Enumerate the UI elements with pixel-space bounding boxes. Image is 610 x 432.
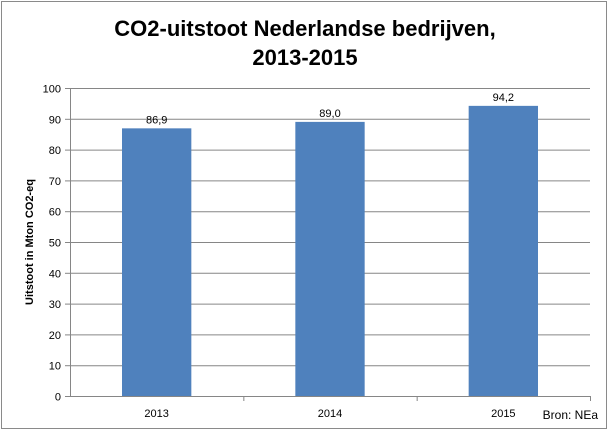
bar (122, 128, 192, 396)
bar (468, 105, 538, 396)
y-tick-label: 20 (49, 330, 61, 342)
y-tick-label: 70 (49, 176, 61, 188)
x-tick-label: 2015 (491, 408, 515, 420)
y-axis-label: Uitstoot in Mton CO2-eq (24, 179, 36, 305)
y-tick-label: 40 (49, 268, 61, 280)
y-tick-label: 60 (49, 207, 61, 219)
y-tick-label: 50 (49, 238, 61, 250)
x-tick-label: 2014 (318, 408, 342, 420)
source-note: Bron: NEa (543, 408, 599, 422)
y-tick-label: 30 (49, 299, 61, 311)
y-tick-label: 100 (43, 84, 61, 96)
bar (295, 121, 365, 396)
chart-title-line-2: 2013-2015 (252, 45, 358, 70)
y-tick-label: 10 (49, 361, 61, 373)
y-tick-label: 0 (55, 392, 61, 404)
data-label: 86,9 (146, 114, 167, 126)
x-axis-ticks: 2013 2014 2015 (144, 396, 591, 420)
y-axis-ticks: 0 10 20 30 40 50 60 70 80 90 100 (43, 84, 70, 404)
y-tick-label: 80 (49, 145, 61, 157)
y-tick-label: 90 (49, 114, 61, 126)
chart-title-line-1: CO2-uitstoot Nederlandse bedrijven, (114, 16, 496, 41)
bars (122, 105, 538, 396)
x-tick-label: 2013 (144, 408, 168, 420)
data-label: 94,2 (493, 92, 514, 104)
data-label: 89,0 (319, 108, 340, 120)
data-labels: 86,9 89,0 94,2 (146, 92, 514, 126)
